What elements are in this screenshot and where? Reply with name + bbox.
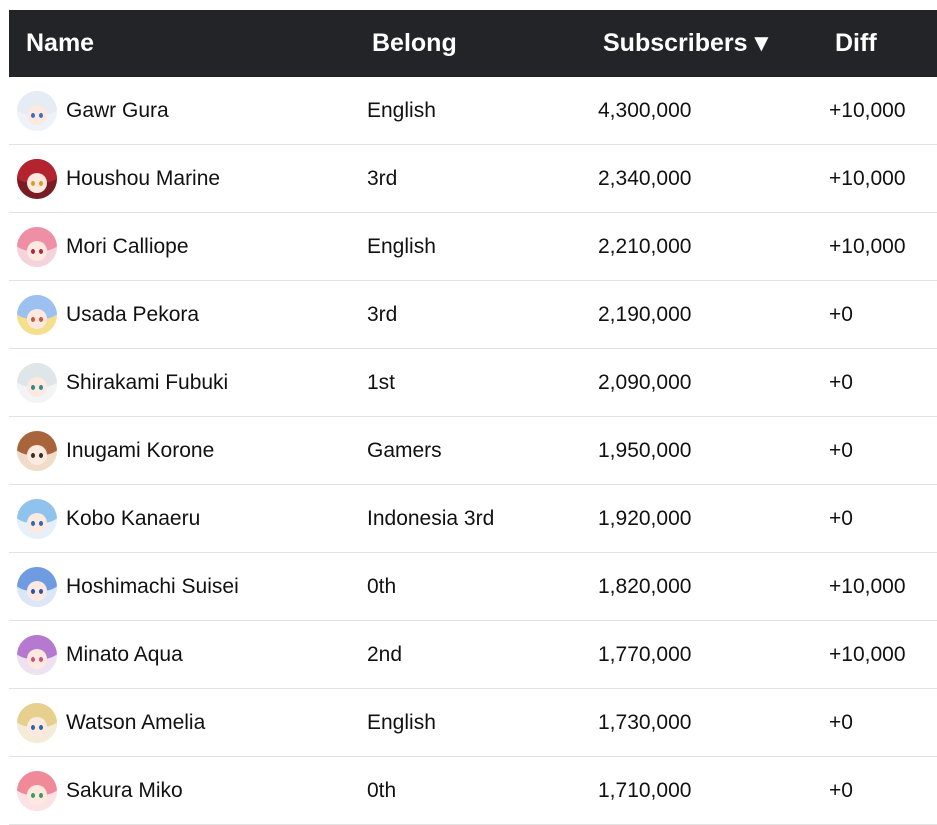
member-name: Minato Aqua xyxy=(66,642,183,666)
table-row[interactable]: Shirakami Fubuki 1st 2,090,000 +0 xyxy=(9,349,937,417)
shirakami-fubuki-avatar-icon xyxy=(17,362,57,403)
cell-name: Usada Pekora xyxy=(9,294,367,335)
cell-belong: 3rd xyxy=(367,302,398,326)
table-row[interactable]: Minato Aqua 2nd 1,770,000 +10,000 xyxy=(9,621,937,689)
table-row[interactable]: Houshou Marine 3rd 2,340,000 +10,000 xyxy=(9,145,937,213)
member-name: Kobo Kanaeru xyxy=(66,506,201,530)
member-name: Hoshimachi Suisei xyxy=(66,574,239,598)
cell-name: Minato Aqua xyxy=(9,634,367,675)
member-name: Inugami Korone xyxy=(66,438,215,462)
watson-amelia-avatar-icon xyxy=(17,702,57,743)
cell-belong: Gamers xyxy=(367,438,442,462)
cell-belong: 1st xyxy=(367,370,396,394)
table-row[interactable]: Watson Amelia English 1,730,000 +0 xyxy=(9,689,937,757)
column-header-subscribers[interactable]: Subscribers▼ xyxy=(598,29,829,58)
cell-belong: 2nd xyxy=(367,642,403,666)
cell-belong: English xyxy=(367,98,436,122)
member-name: Houshou Marine xyxy=(66,166,221,190)
member-name: Sakura Miko xyxy=(66,778,183,802)
cell-subscribers: 1,730,000 xyxy=(598,710,692,734)
cell-belong: 3rd xyxy=(367,166,398,190)
cell-subscribers: 2,210,000 xyxy=(598,234,692,258)
cell-name: Inugami Korone xyxy=(9,430,367,471)
cell-subscribers: 1,950,000 xyxy=(598,438,692,462)
cell-name: Kobo Kanaeru xyxy=(9,498,367,539)
minato-aqua-avatar-icon xyxy=(17,634,57,675)
table-row[interactable]: Mori Calliope English 2,210,000 +10,000 xyxy=(9,213,937,281)
cell-diff: +10,000 xyxy=(829,166,906,190)
cell-subscribers: 4,300,000 xyxy=(598,98,692,122)
kobo-kanaeru-avatar-icon xyxy=(17,498,57,539)
subscriber-ranking-table: Name Belong Subscribers▼ Diff Gawr Gura E… xyxy=(9,10,937,825)
cell-belong: 0th xyxy=(367,778,397,802)
column-header-name[interactable]: Name xyxy=(26,29,95,57)
cell-diff: +10,000 xyxy=(829,642,906,666)
cell-belong: English xyxy=(367,710,436,734)
cell-diff: +0 xyxy=(829,778,853,802)
member-name: Mori Calliope xyxy=(66,234,189,258)
table-row[interactable]: Gawr Gura English 4,300,000 +10,000 xyxy=(9,77,937,145)
table-row[interactable]: Usada Pekora 3rd 2,190,000 +0 xyxy=(9,281,937,349)
column-header-subscribers-label: Subscribers xyxy=(603,29,748,57)
cell-subscribers: 2,090,000 xyxy=(598,370,692,394)
sakura-miko-avatar-icon xyxy=(17,770,57,811)
table-row[interactable]: Kobo Kanaeru Indonesia 3rd 1,920,000 +0 xyxy=(9,485,937,553)
cell-name: Houshou Marine xyxy=(9,158,367,199)
cell-diff: +10,000 xyxy=(829,234,906,258)
member-name: Shirakami Fubuki xyxy=(66,370,229,394)
table-body: Gawr Gura English 4,300,000 +10,000 Houshou … xyxy=(9,77,937,825)
cell-belong: English xyxy=(367,234,436,258)
table-row[interactable]: Hoshimachi Suisei 0th 1,820,000 +10,000 xyxy=(9,553,937,621)
member-name: Usada Pekora xyxy=(66,302,200,326)
table-header: Name Belong Subscribers▼ Diff xyxy=(9,10,937,77)
mori-calliope-avatar-icon xyxy=(17,226,57,267)
cell-diff: +0 xyxy=(829,506,853,530)
cell-name: Gawr Gura xyxy=(9,90,367,131)
cell-diff: +0 xyxy=(829,710,853,734)
cell-name: Shirakami Fubuki xyxy=(9,362,367,403)
cell-name: Mori Calliope xyxy=(9,226,367,267)
cell-subscribers: 1,710,000 xyxy=(598,778,692,802)
cell-name: Hoshimachi Suisei xyxy=(9,566,367,607)
cell-diff: +0 xyxy=(829,302,853,326)
cell-diff: +10,000 xyxy=(829,98,906,122)
member-name: Gawr Gura xyxy=(66,98,169,122)
cell-subscribers: 1,770,000 xyxy=(598,642,692,666)
cell-diff: +10,000 xyxy=(829,574,906,598)
cell-belong: Indonesia 3rd xyxy=(367,506,495,530)
cell-diff: +0 xyxy=(829,370,853,394)
cell-subscribers: 1,920,000 xyxy=(598,506,692,530)
cell-belong: 0th xyxy=(367,574,397,598)
inugami-korone-avatar-icon xyxy=(17,430,57,471)
gawr-gura-avatar-icon xyxy=(17,90,57,131)
column-header-belong[interactable]: Belong xyxy=(372,29,457,57)
member-name: Watson Amelia xyxy=(66,710,206,734)
sort-descending-icon: ▼ xyxy=(749,30,774,57)
table-row[interactable]: Inugami Korone Gamers 1,950,000 +0 xyxy=(9,417,937,485)
cell-name: Watson Amelia xyxy=(9,702,367,743)
table-row[interactable]: Sakura Miko 0th 1,710,000 +0 xyxy=(9,757,937,825)
cell-subscribers: 2,190,000 xyxy=(598,302,692,326)
cell-subscribers: 2,340,000 xyxy=(598,166,692,190)
cell-subscribers: 1,820,000 xyxy=(598,574,692,598)
usada-pekora-avatar-icon xyxy=(17,294,57,335)
cell-diff: +0 xyxy=(829,438,853,462)
hoshimachi-suisei-avatar-icon xyxy=(17,566,57,607)
houshou-marine-avatar-icon xyxy=(17,158,57,199)
cell-name: Sakura Miko xyxy=(9,770,367,811)
column-header-diff[interactable]: Diff xyxy=(835,29,877,57)
